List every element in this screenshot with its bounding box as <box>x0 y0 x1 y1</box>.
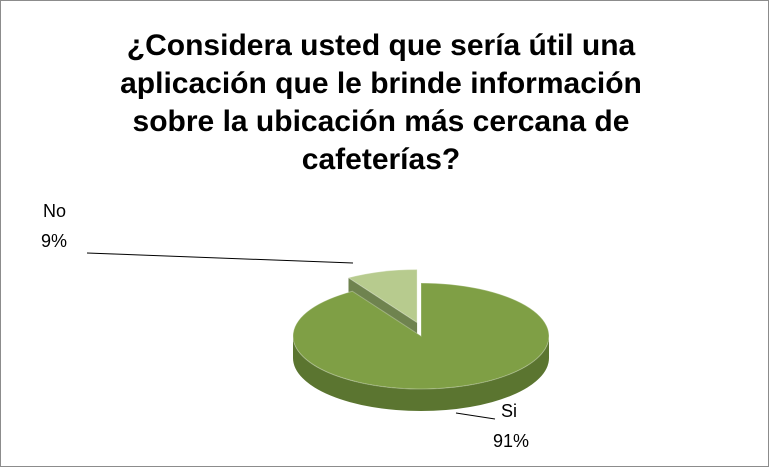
value-label: 9% <box>41 231 67 251</box>
pie-slice <box>347 269 418 324</box>
category-label: No <box>43 201 66 221</box>
leader-line <box>455 412 496 420</box>
value-label: 91% <box>493 431 529 451</box>
category-label: Si <box>501 401 517 421</box>
pie-slice <box>292 282 550 390</box>
leader-line <box>86 252 354 264</box>
pie-slice-side <box>293 336 549 411</box>
chart-title: ¿Considera usted que sería útil una apli… <box>120 29 642 176</box>
